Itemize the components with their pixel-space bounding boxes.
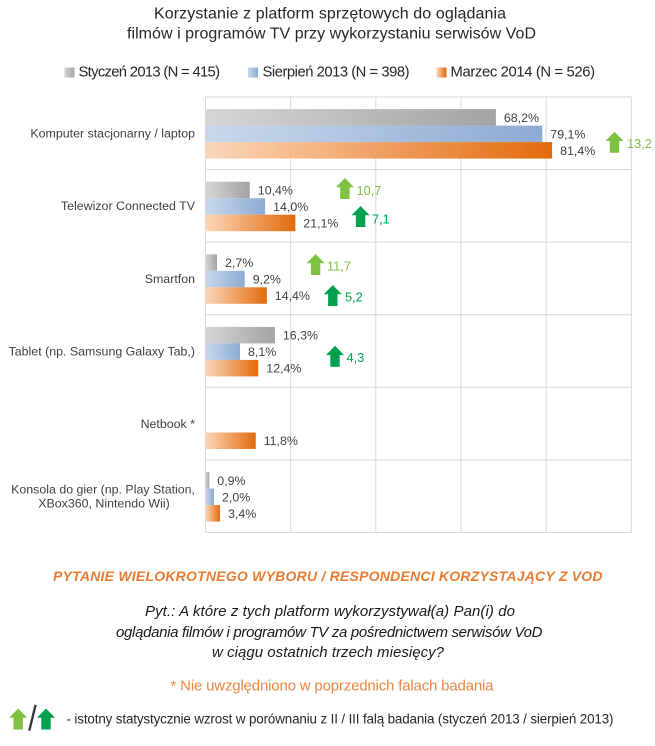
svg-text:2,7%: 2,7% bbox=[225, 256, 253, 270]
svg-text:11,7: 11,7 bbox=[327, 259, 351, 274]
svg-text:Telewizor Connected TV: Telewizor Connected TV bbox=[61, 199, 196, 213]
svg-text:81,4%: 81,4% bbox=[560, 144, 595, 158]
svg-text:14,0%: 14,0% bbox=[273, 200, 308, 214]
svg-text:Smartfon: Smartfon bbox=[145, 272, 195, 286]
svg-text:2,0%: 2,0% bbox=[222, 490, 250, 504]
svg-text:* Nie uwzględniono w poprzedni: * Nie uwzględniono w poprzednich falach … bbox=[171, 678, 495, 695]
svg-text:XBox360, Nintendo Wii): XBox360, Nintendo Wii) bbox=[38, 497, 170, 511]
svg-text:Styczeń 2013 (N = 415): Styczeń 2013 (N = 415) bbox=[79, 65, 221, 81]
svg-text:11,8%: 11,8% bbox=[264, 434, 298, 448]
svg-text:16,3%: 16,3% bbox=[283, 329, 318, 343]
svg-text:9,2%: 9,2% bbox=[253, 272, 281, 286]
svg-text:21,1%: 21,1% bbox=[303, 216, 338, 230]
svg-text:Netbook *: Netbook * bbox=[141, 417, 196, 431]
svg-text:Sierpień 2013 (N = 398): Sierpień 2013 (N = 398) bbox=[263, 65, 410, 81]
svg-text:PYTANIE WIELOKROTNEGO WYBORU /: PYTANIE WIELOKROTNEGO WYBORU / RESPONDEN… bbox=[53, 568, 603, 584]
svg-text:4,3: 4,3 bbox=[347, 350, 365, 365]
svg-text:Konsola do gier (np. Play Stat: Konsola do gier (np. Play Station, bbox=[11, 483, 195, 497]
svg-text:Korzystanie z platform sprzęto: Korzystanie z platform sprzętowych do og… bbox=[154, 6, 506, 23]
svg-text:Komputer stacjonarny / laptop: Komputer stacjonarny / laptop bbox=[30, 127, 195, 141]
svg-text:w ciągu ostatnich trzech miesi: w ciągu ostatnich trzech miesięcy? bbox=[212, 644, 445, 661]
svg-text:3,4%: 3,4% bbox=[228, 507, 256, 521]
svg-text:10,4%: 10,4% bbox=[258, 183, 293, 197]
svg-text:Tablet (np. Samsung Galaxy Tab: Tablet (np. Samsung Galaxy Tab,) bbox=[9, 344, 195, 358]
svg-text:0,9%: 0,9% bbox=[217, 474, 245, 488]
svg-text:Pyt.: A które z tych platform: Pyt.: A które z tych platform wykorzysty… bbox=[145, 603, 515, 620]
svg-text:79,1%: 79,1% bbox=[550, 127, 585, 141]
svg-text:12,4%: 12,4% bbox=[266, 362, 301, 376]
svg-text:10,7: 10,7 bbox=[357, 183, 382, 198]
svg-text:13,2: 13,2 bbox=[627, 136, 652, 151]
svg-text:oglądania filmów i programów T: oglądania filmów i programów TV za pośre… bbox=[116, 624, 543, 641]
svg-text:- istotny statystycznie wzrost: - istotny statystycznie wzrost w porówna… bbox=[67, 712, 614, 727]
svg-text:68,2%: 68,2% bbox=[504, 111, 539, 125]
svg-text:7,1: 7,1 bbox=[372, 212, 390, 227]
svg-text:5,2: 5,2 bbox=[345, 290, 363, 305]
svg-text:8,1%: 8,1% bbox=[248, 345, 276, 359]
svg-text:filmów i programów TV przy wyk: filmów i programów TV przy wykorzystaniu… bbox=[127, 26, 536, 43]
svg-text:14,4%: 14,4% bbox=[275, 289, 310, 303]
svg-text:Marzec 2014 (N = 526): Marzec 2014 (N = 526) bbox=[451, 65, 596, 81]
